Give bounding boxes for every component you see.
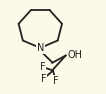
Text: F: F	[40, 62, 45, 72]
Text: F: F	[41, 74, 46, 84]
Text: F: F	[53, 76, 59, 86]
Text: OH: OH	[68, 50, 83, 60]
Text: N: N	[37, 43, 44, 53]
